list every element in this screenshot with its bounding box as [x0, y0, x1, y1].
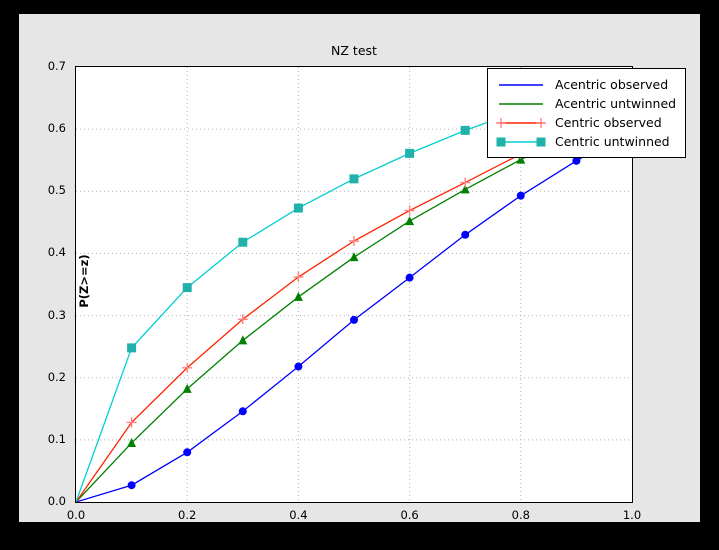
- series-line-2: [76, 105, 632, 502]
- legend-item-2[interactable]: Centric observed: [495, 113, 676, 132]
- data-point-circle: [127, 481, 136, 490]
- y-tick-label: 0.5: [47, 183, 66, 198]
- legend-swatch-triangle-icon: [495, 96, 547, 112]
- data-point-circle: [516, 191, 525, 200]
- data-point-square: [405, 148, 415, 158]
- y-tick-label: 0.7: [47, 59, 66, 73]
- x-axis-label: Z: [349, 526, 359, 540]
- data-point-square: [496, 137, 506, 146]
- x-tick-label: 0.8: [511, 508, 530, 522]
- x-tick-label: 0.6: [400, 508, 419, 522]
- data-point-square: [238, 237, 248, 247]
- data-point-square: [182, 283, 192, 293]
- y-tick-label: 0.2: [47, 369, 66, 384]
- x-tick-label: 1.0: [622, 508, 642, 522]
- legend-label: Acentric observed: [555, 77, 669, 92]
- data-point-triangle: [182, 383, 192, 393]
- data-point-circle: [572, 156, 581, 165]
- data-point-plus: [496, 117, 506, 128]
- data-point-plus: [349, 236, 359, 246]
- data-point-plus: [237, 314, 248, 325]
- legend-item-0[interactable]: Acentric observed: [495, 75, 676, 94]
- legend-item-3[interactable]: Centric untwinned: [495, 132, 676, 151]
- x-tick-label: 0.4: [289, 508, 308, 522]
- legend-label: Centric observed: [555, 115, 662, 130]
- chart-title: NZ test: [331, 43, 377, 58]
- data-point-plus: [126, 417, 137, 428]
- data-point-triangle: [460, 184, 470, 194]
- data-point-plus: [460, 177, 471, 188]
- data-point-plus: [404, 205, 415, 216]
- legend-swatch-square-icon: [495, 134, 547, 150]
- data-point-plus: [293, 272, 304, 283]
- data-point-square: [127, 343, 137, 353]
- legend-label: Acentric untwinned: [555, 96, 677, 111]
- data-point-plus: [182, 362, 193, 373]
- data-point-circle: [350, 315, 358, 324]
- data-point-plus: [536, 117, 546, 128]
- y-tick-label: 0.1: [47, 431, 66, 446]
- chart-legend: Acentric observed Acentric untwinned Centr…: [487, 68, 687, 158]
- legend-swatch-plus-icon: [495, 115, 547, 131]
- data-point-circle: [461, 230, 470, 239]
- data-point-circle: [294, 362, 303, 371]
- y-tick-label: 0.6: [47, 121, 66, 136]
- data-point-square: [349, 174, 359, 184]
- data-point-square: [293, 203, 303, 213]
- x-tick-label: 0.0: [66, 508, 86, 522]
- data-point-circle: [238, 407, 247, 416]
- x-tick-label: 0.2: [178, 508, 197, 522]
- legend-swatch-circle-icon: [495, 77, 547, 93]
- matplotlib-figure: NZ test P(Z>=z) Z 0.0 0.1 0.2 0.3 0.4 0.5 0.6 0…: [19, 14, 700, 540]
- data-point-circle: [183, 448, 192, 457]
- data-point-circle: [405, 273, 414, 282]
- data-point-triangle: [238, 335, 248, 345]
- y-axis-label: P(Z>=z): [77, 254, 91, 308]
- data-point-triangle: [349, 252, 359, 262]
- plot-axes: NZ test P(Z>=z) Z 0.0 0.1 0.2 0.3 0.4 0.5 0.6 0…: [48, 43, 687, 540]
- y-tick-label: 0.0: [47, 494, 66, 508]
- legend-label: Centric untwinned: [555, 134, 670, 149]
- data-point-triangle: [516, 154, 526, 164]
- legend-item-1[interactable]: Acentric untwinned: [495, 94, 676, 113]
- data-point-square: [536, 137, 546, 146]
- data-point-triangle: [293, 291, 303, 301]
- series-line-1: [76, 106, 632, 502]
- data-point-triangle: [127, 437, 137, 447]
- data-point-square: [460, 125, 470, 135]
- data-point-triangle: [405, 216, 415, 226]
- y-tick-label: 0.4: [47, 245, 66, 260]
- y-tick-label: 0.3: [47, 307, 66, 322]
